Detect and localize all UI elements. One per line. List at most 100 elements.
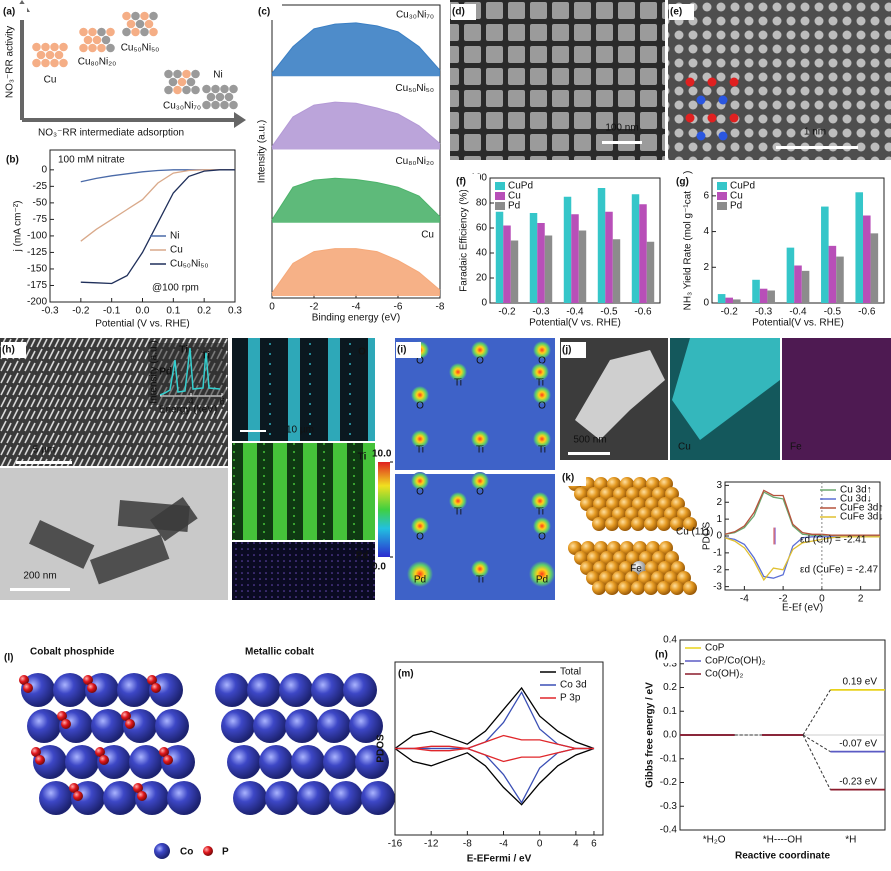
series-label: Cu₈₀Ni₂₀ [395, 156, 434, 167]
x-tick-label: -8 [436, 302, 445, 313]
atom [173, 85, 182, 95]
co-atom [33, 745, 67, 779]
density-glow [411, 517, 429, 535]
legend-label: CuFe 3d↑ [840, 503, 883, 514]
label-background [561, 342, 586, 358]
bar [767, 290, 775, 303]
atom [191, 85, 200, 95]
line [80, 169, 235, 242]
bar [725, 297, 733, 303]
bar [821, 206, 829, 303]
atom-label: Ti [538, 445, 546, 456]
density-glow [529, 561, 555, 587]
series-label: Cu₃₀Ni₇₀ [396, 10, 434, 21]
bar [537, 223, 545, 303]
slab-label: Cu (111) [676, 527, 713, 538]
bar [794, 265, 802, 303]
x-tick-label: 6 [591, 839, 597, 850]
slab-label: Fe [630, 564, 642, 575]
x-tick-label: -0.3 [41, 306, 59, 317]
y-tick-label: -2 [713, 564, 722, 575]
co-atom [103, 781, 137, 815]
atom [683, 581, 697, 595]
x-axis-label: Potential (V vs. RHE) [95, 319, 189, 330]
y-axis-label: j (mA cm⁻²) [13, 201, 24, 253]
atom-overlay [685, 77, 695, 87]
structure-title: Cobalt phosphide [30, 647, 115, 658]
density-glow [411, 472, 429, 490]
nanorod [29, 520, 95, 569]
atom-overlay [718, 95, 728, 105]
line [395, 734, 594, 750]
co-atom [297, 781, 331, 815]
co-atom [291, 745, 325, 779]
x-axis-label: E-EFermi / eV [467, 854, 532, 865]
line [394, 686, 595, 750]
area-outline [271, 22, 441, 74]
atom [79, 43, 88, 53]
bar [495, 211, 504, 303]
line [724, 536, 880, 582]
x-tick-label: 0 [269, 302, 275, 313]
map-image [232, 443, 375, 540]
density-glow [471, 472, 489, 490]
label-background [455, 174, 480, 190]
atom [631, 517, 645, 531]
x-tick-label: 4 [573, 839, 579, 850]
x-tick-label: -4 [740, 594, 749, 605]
value-label: -0.07 eV [839, 738, 877, 749]
x-tick-label: 2 [858, 594, 864, 605]
x-tick-label: -4 [352, 302, 361, 313]
connector [802, 734, 831, 790]
co-atom [161, 745, 195, 779]
legend-label: Pd [730, 201, 742, 212]
y-tick-label: 3 [716, 480, 722, 491]
legend-swatch [495, 182, 505, 190]
x-tick-label: 0.3 [228, 306, 242, 317]
x-tick-label: -4 [499, 839, 508, 850]
x-tick-label: -0.6 [858, 307, 876, 318]
bar [631, 194, 640, 303]
scale-bar [10, 588, 70, 591]
bar [801, 270, 810, 303]
scale-label: 500 nm [573, 435, 606, 446]
atom [605, 581, 619, 595]
atom [182, 69, 191, 79]
scale-bar [602, 141, 642, 144]
atom [186, 77, 196, 87]
legend-label: CuFe 3d↓ [840, 512, 883, 523]
co-atom [259, 745, 293, 779]
density-glow [471, 560, 489, 578]
p-atom [133, 783, 143, 793]
co-atom [349, 709, 383, 743]
co-atom [71, 781, 105, 815]
co-atom [355, 745, 389, 779]
x-tick-label: -0.2 [498, 307, 516, 318]
bar [578, 230, 587, 303]
label-background [561, 470, 586, 486]
y-tick-label: 6 [703, 190, 709, 201]
bar [597, 188, 606, 303]
atom-label: O [416, 401, 424, 412]
area-outline [271, 248, 441, 294]
atom [144, 19, 154, 29]
x-tick-label: 0.0 [136, 306, 150, 317]
label-background [5, 152, 30, 168]
co-atom [253, 709, 287, 743]
density-glow [449, 492, 467, 510]
legend-label: P 3p [560, 693, 581, 704]
y-tick-label: -75 [33, 214, 48, 225]
co-atom [167, 781, 201, 815]
line [724, 489, 880, 536]
co-atom [65, 745, 99, 779]
p-atom [87, 683, 97, 693]
atom [140, 11, 149, 21]
density-glow [533, 386, 551, 404]
series-label: Cu₅₀Ni₅₀ [395, 83, 434, 94]
y-tick-label: 60 [476, 223, 488, 234]
co-atom [59, 709, 93, 743]
atom-overlay [696, 95, 706, 105]
label-background [397, 666, 422, 682]
panel-label: (k) [562, 473, 574, 484]
atom [97, 43, 106, 53]
